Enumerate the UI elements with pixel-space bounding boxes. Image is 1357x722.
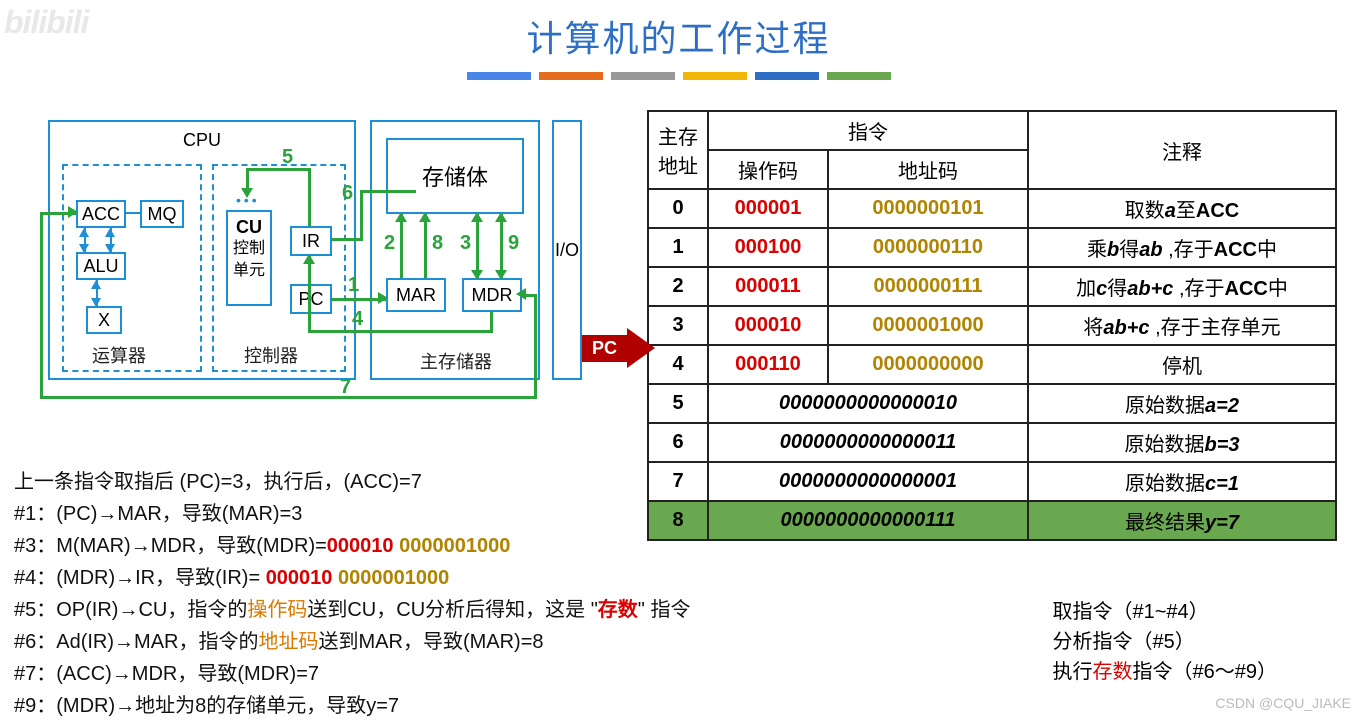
result-row: 80000000000000111最终结果y=7 (648, 501, 1336, 540)
step-6: #6：Ad(IR)→MAR，指令的地址码送到MAR，导致(MAR)=8 (14, 626, 690, 658)
step-5: #5：OP(IR)→CU，指令的操作码送到CU，CU分析后得知，这是 "存数" … (14, 594, 690, 626)
path-1: 1 (348, 274, 359, 297)
table-row: 00000010000000101取数a至ACC (648, 189, 1336, 228)
execution-steps: 上一条指令取指后 (PC)=3，执行后，(ACC)=7 #1：(PC)→MAR，… (14, 466, 690, 722)
th-addr: 主存 地址 (648, 111, 708, 189)
phase-notes: 取指令（#1~#4） 分析指令（#5） 执行存数指令（#6～#9） (1053, 597, 1278, 687)
alu-box: ALU (76, 252, 126, 280)
mq-box: MQ (140, 200, 184, 228)
note-fetch: 取指令（#1~#4） (1053, 597, 1278, 627)
bar-seg-4 (683, 72, 747, 80)
path-7: 7 (340, 376, 351, 399)
th-instr: 指令 (708, 111, 1028, 150)
mar-box: MAR (386, 278, 446, 312)
path-3: 3 (460, 232, 471, 255)
step-intro: 上一条指令取指后 (PC)=3，执行后，(ACC)=7 (14, 466, 690, 498)
table-row: 50000000000000010原始数据a=2 (648, 384, 1336, 423)
note-execute: 执行存数指令（#6～#9） (1053, 657, 1278, 687)
step-3: #3：M(MAR)→MDR，导致(MDR)=000010 0000001000 (14, 530, 690, 562)
x-box: X (86, 306, 122, 334)
bar-seg-6 (827, 72, 891, 80)
step-7: #7：(ACC)→MDR，导致(MDR)=7 (14, 658, 690, 690)
step-9: #9：(MDR)→地址为8的存储单元，导致y=7 (14, 690, 690, 722)
path-4: 4 (352, 308, 363, 331)
th-note: 注释 (1028, 111, 1336, 189)
table-row: 70000000000000001原始数据c=1 (648, 462, 1336, 501)
cu-box: CU 控制 单元 (226, 210, 272, 306)
bar-seg-1 (467, 72, 531, 80)
table-row: 60000000000000011原始数据b=3 (648, 423, 1336, 462)
path-8: 8 (432, 232, 443, 255)
note-decode: 分析指令（#5） (1053, 627, 1278, 657)
cu-sub-label: 控制 单元 (233, 238, 265, 282)
storage-body-box: 存储体 (386, 138, 524, 214)
cpu-diagram: CPU 运算器 ACC MQ ALU X 控制器 CU 控制 单元 ••• IR… (40, 120, 570, 410)
table-row: 10001000000000110乘b得ab ,存于ACC中 (648, 228, 1336, 267)
mem-unit-label: 主存储器 (420, 348, 492, 374)
path-6: 6 (342, 182, 353, 205)
acc-box: ACC (76, 200, 126, 228)
io-box: I/O (552, 120, 582, 380)
step-1: #1：(PC)→MAR，导致(MAR)=3 (14, 498, 690, 530)
bar-seg-5 (755, 72, 819, 80)
path-9: 9 (508, 232, 519, 255)
title-color-bar (0, 72, 1357, 80)
pc-pointer-arrow: PC (582, 328, 655, 368)
memory-table: 主存 地址 指令 注释 操作码 地址码 00000010000000101取数a… (647, 110, 1337, 541)
table-row: 40001100000000000停机 (648, 345, 1336, 384)
cu-label: CU (236, 216, 262, 238)
step-4: #4：(MDR)→IR，导致(IR)= 000010 0000001000 (14, 562, 690, 594)
th-op: 操作码 (708, 150, 828, 189)
table-row: 20000110000000111加c得ab+c ,存于ACC中 (648, 267, 1336, 306)
pc-box: PC (290, 284, 332, 314)
pc-arrow-icon (627, 328, 655, 368)
pc-tag: PC (582, 335, 627, 362)
watermark-bilibili: bilibili (4, 4, 88, 41)
table-row: 30000100000001000将ab+c ,存于主存单元 (648, 306, 1336, 345)
ctrl-unit-label: 控制器 (244, 342, 298, 368)
ir-box: IR (290, 226, 332, 256)
bar-seg-2 (539, 72, 603, 80)
path-5: 5 (282, 146, 293, 169)
arith-unit-label: 运算器 (92, 342, 146, 368)
page-title: 计算机的工作过程 (0, 0, 1357, 62)
watermark-csdn: CSDN @CQU_JIAKE (1215, 695, 1351, 711)
path-2: 2 (384, 232, 395, 255)
th-ad: 地址码 (828, 150, 1028, 189)
mdr-box: MDR (462, 278, 522, 312)
bar-seg-3 (611, 72, 675, 80)
